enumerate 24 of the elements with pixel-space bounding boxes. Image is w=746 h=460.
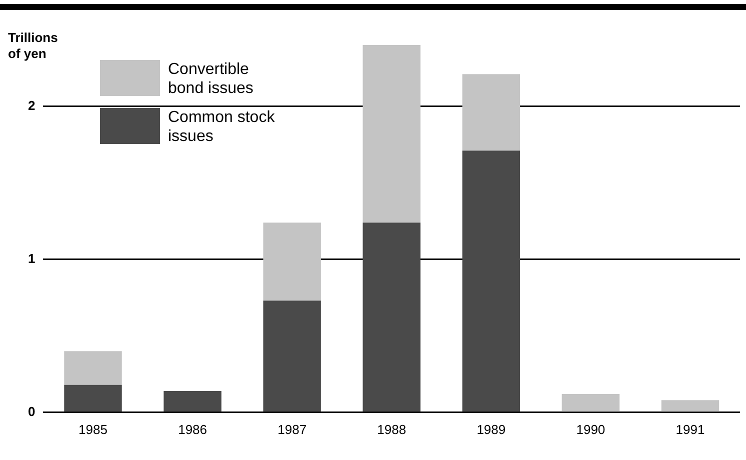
- x-tick-label: 1985: [78, 422, 108, 437]
- bar: [263, 222, 321, 301]
- y-tick-label: 2: [28, 98, 36, 113]
- x-tick-label: 1988: [377, 422, 406, 437]
- y-tick-label: 1: [28, 250, 36, 266]
- legend-label: Common stock issues: [168, 108, 276, 146]
- bar: [64, 384, 122, 412]
- bar: [462, 150, 520, 412]
- x-tick-label: 1987: [278, 422, 307, 437]
- y-axis-title: Trillions of yen: [8, 30, 59, 62]
- bar: [661, 400, 720, 412]
- bar: [263, 300, 321, 412]
- bar: [562, 394, 620, 412]
- bar: [362, 222, 420, 412]
- bar: [462, 74, 520, 151]
- bar: [64, 351, 122, 385]
- y-tick-label: 0: [28, 404, 36, 419]
- x-tick-label: 1991: [676, 422, 705, 437]
- bar: [362, 45, 420, 223]
- bar: [164, 390, 222, 412]
- x-tick-label: 1990: [576, 422, 606, 437]
- x-tick-label: 1986: [178, 422, 207, 437]
- legend-label: Convertible bond issues: [168, 60, 254, 98]
- x-tick-label: 1989: [476, 422, 506, 437]
